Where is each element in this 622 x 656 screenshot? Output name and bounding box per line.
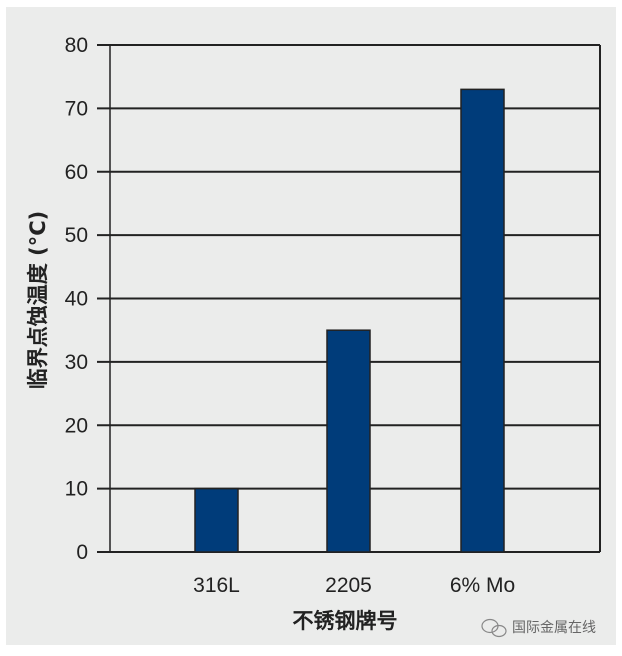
wechat-icon bbox=[481, 618, 507, 638]
y-tick-label: 10 bbox=[65, 478, 88, 501]
x-tick-label: 316L bbox=[193, 574, 240, 597]
y-tick-label: 40 bbox=[65, 288, 88, 311]
y-tick-label: 80 bbox=[65, 34, 88, 57]
y-axis-label: 临界点蚀温度 (°C) bbox=[26, 211, 50, 389]
y-tick-label: 70 bbox=[65, 97, 88, 120]
y-tick-label: 50 bbox=[65, 224, 88, 247]
bar-2205 bbox=[326, 329, 371, 553]
y-tick-label: 0 bbox=[76, 541, 88, 564]
x-tick-label: 2205 bbox=[325, 574, 372, 597]
watermark-text: 国际金属在线 bbox=[512, 620, 596, 636]
y-tick-label: 60 bbox=[65, 161, 88, 184]
bar-316L bbox=[194, 487, 239, 553]
x-axis-label: 不锈钢牌号 bbox=[293, 609, 398, 633]
bar-6Mo bbox=[460, 88, 505, 553]
y-tick-label: 30 bbox=[65, 351, 88, 374]
x-tick-label: 6% Mo bbox=[450, 574, 515, 597]
y-tick-label: 20 bbox=[65, 414, 88, 437]
chart-panel bbox=[6, 7, 616, 645]
